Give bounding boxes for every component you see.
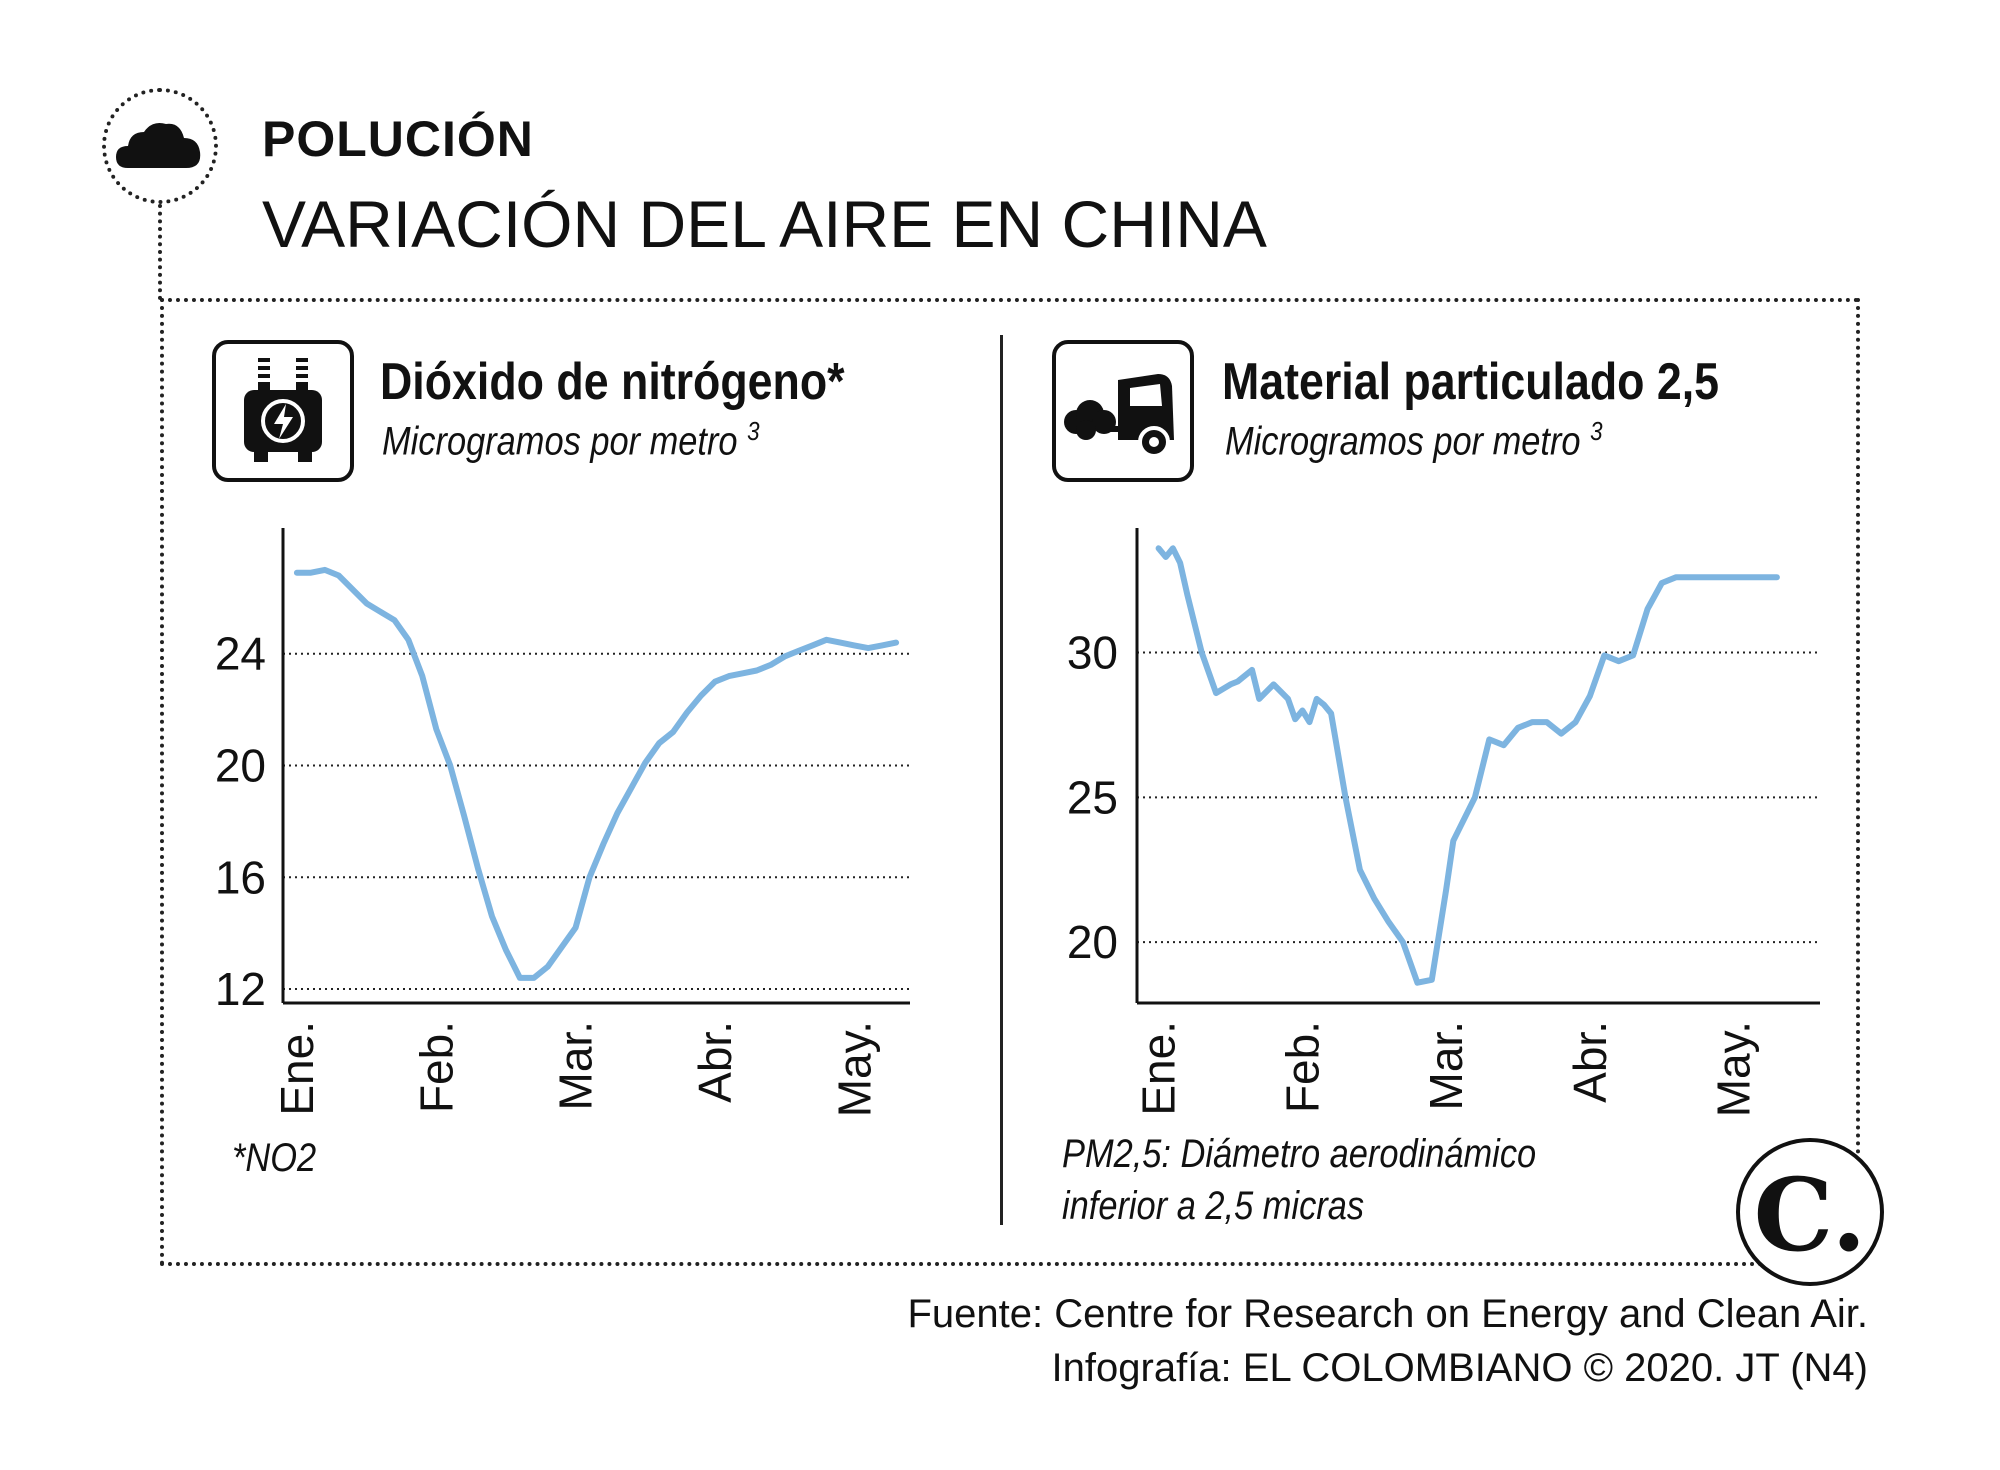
pm25-x-tick-label: May. xyxy=(1708,1021,1760,1117)
no2-x-tick-label: Abr. xyxy=(689,1021,741,1103)
pm25-y-tick-label: 20 xyxy=(1067,916,1118,968)
cloud-badge xyxy=(102,88,218,204)
badge-connector xyxy=(158,204,162,300)
no2-x-tick-label: May. xyxy=(828,1021,880,1117)
panel-divider xyxy=(1000,335,1003,1225)
right-chart-subtitle: Microgramos por metro 3 xyxy=(1225,416,1603,464)
left-icon-box xyxy=(212,340,354,482)
pm25-x-tick-label: Abr. xyxy=(1564,1021,1616,1103)
no2-y-tick-label: 16 xyxy=(215,851,266,903)
right-chart-unit: Microgramos por metro xyxy=(1225,419,1581,464)
pm25-x-tick-label: Ene. xyxy=(1133,1021,1185,1116)
section-kicker: POLUCIÓN xyxy=(262,111,534,167)
cloud-icon xyxy=(116,123,201,168)
logo-letter: C. xyxy=(1753,1156,1867,1274)
transformer-lightning-icon xyxy=(244,358,322,462)
pm25-y-tick-label: 30 xyxy=(1067,627,1118,679)
source-credit: Fuente: Centre for Research on Energy an… xyxy=(907,1292,1868,1336)
pm25-series-line xyxy=(1155,545,1780,986)
no2-y-tick-label: 24 xyxy=(215,628,266,680)
right-chart-note-line1: PM2,5: Diámetro aerodinámico xyxy=(1062,1132,1537,1176)
no2-y-tick-label: 12 xyxy=(215,963,266,1015)
no2-y-tick-label: 20 xyxy=(215,740,266,792)
left-chart-unit: Microgramos por metro xyxy=(382,419,738,464)
left-chart-subtitle: Microgramos por metro 3 xyxy=(382,416,760,464)
chart-frame xyxy=(160,298,1860,1266)
right-chart-unit-sup: 3 xyxy=(1590,416,1603,446)
left-chart-note: *NO2 xyxy=(232,1136,317,1180)
left-chart-title: Dióxido de nitrógeno* xyxy=(380,353,845,411)
left-chart-unit-sup: 3 xyxy=(747,416,760,446)
el-colombiano-logo: C. xyxy=(1736,1138,1884,1286)
infographic-credit: Infografía: EL COLOMBIANO © 2020. JT (N4… xyxy=(1051,1346,1868,1390)
pm25-x-tick-label: Feb. xyxy=(1276,1021,1328,1113)
page-title: VARIACIÓN DEL AIRE EN CHINA xyxy=(262,187,1267,261)
no2-x-tick-label: Mar. xyxy=(550,1021,602,1110)
right-icon-box xyxy=(1052,340,1194,482)
no2-x-tick-label: Feb. xyxy=(410,1021,462,1113)
pm25-y-tick-label: 25 xyxy=(1067,771,1118,823)
right-chart-note-line2: inferior a 2,5 micras xyxy=(1062,1184,1365,1228)
no2-x-tick-label: Ene. xyxy=(271,1021,323,1116)
car-exhaust-icon xyxy=(1064,374,1174,458)
pm25-x-tick-label: Mar. xyxy=(1420,1021,1472,1110)
right-chart-title: Material particulado 2,5 xyxy=(1222,353,1720,411)
no2-series-line xyxy=(293,566,900,981)
